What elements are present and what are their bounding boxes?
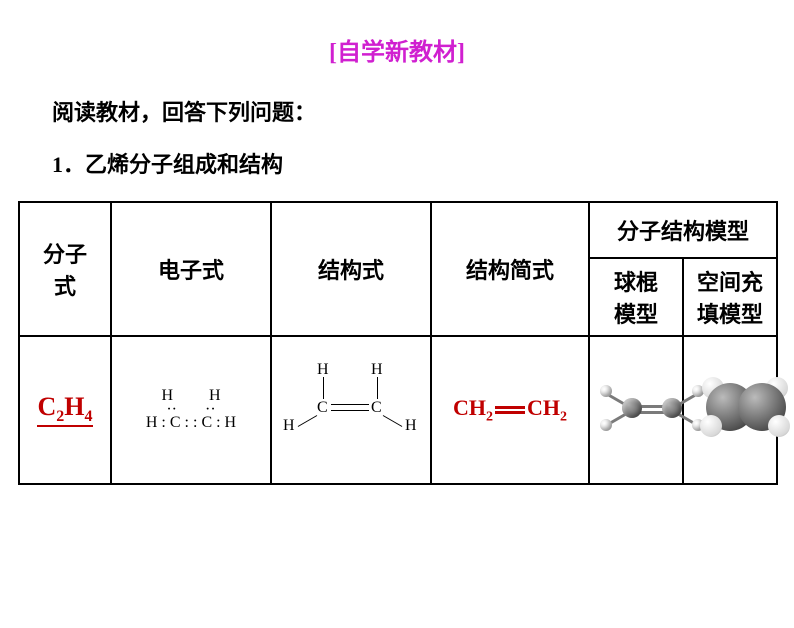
simple-formula-text: CH2CH2 [453,395,567,420]
section-heading: 1．乙烯分子组成和结构 [52,147,794,179]
header-simple-formula: 结构简式 [431,202,589,336]
structural-formula-diagram: H H C C H H [281,357,421,457]
cell-spacefill [683,336,777,484]
intro-text: 阅读教材，回答下列问题： [52,95,794,127]
cell-ballstick [589,336,683,484]
header-electron-formula: 电子式 [111,202,271,336]
cell-molecular-formula: C2H4 [19,336,111,484]
electron-formula-diagram: H H ·· ·· H : C : : C : H [146,387,236,432]
header-structural-formula: 结构式 [271,202,431,336]
molecular-formula-text: C2H4 [37,393,92,428]
header-ballstick: 球棍模型 [589,258,683,336]
spacefill-model [686,357,794,457]
cell-electron-formula: H H ·· ·· H : C : : C : H [111,336,271,484]
molecule-table: 分子式 电子式 结构式 结构简式 分子结构模型 球棍模型 空间充填模型 C2H4… [18,201,776,485]
header-molecular-formula: 分子式 [19,202,111,336]
page-title: [自学新教材] [0,32,794,67]
header-model: 分子结构模型 [589,202,777,258]
cell-structural-formula: H H C C H H [271,336,431,484]
header-spacefill: 空间充填模型 [683,258,777,336]
cell-simple-formula: CH2CH2 [431,336,589,484]
